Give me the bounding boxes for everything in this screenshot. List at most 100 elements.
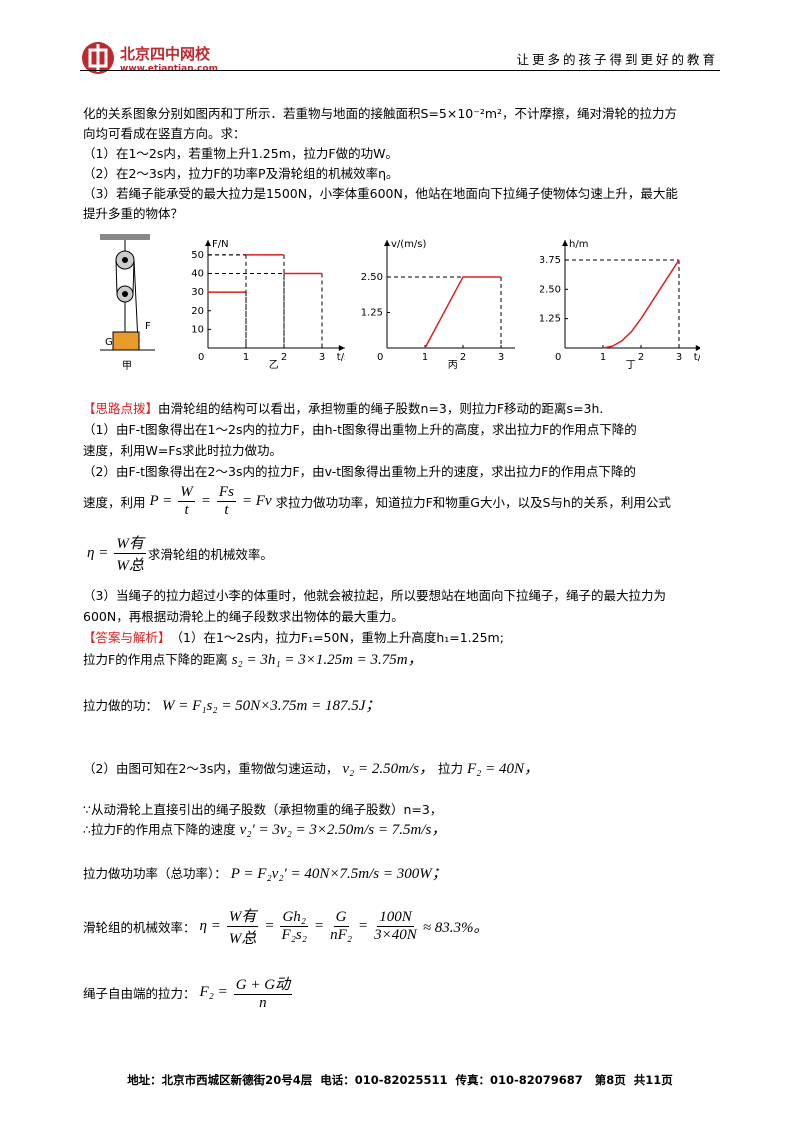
x-tick-label: 2 [281,352,287,363]
text-line: 拉力F的作用点下降的距离 s₂ = 3h₁ = 3×1.25m = 3.75m， [83,648,427,669]
logo-icon [82,42,114,74]
denominator: W总 [116,558,144,574]
text-line: ∵从动滑轮上直接引出的绳子股数（承担物重的绳子股数）n=3， [83,799,442,818]
formula: = Fv [241,493,272,509]
text: （1）在1～2s内，若重物上升1.25m，拉力F做的功W。 [83,146,398,161]
formula: F₂ = 40N， [466,761,539,777]
numerator: Fs [216,484,236,502]
caption: 丁 [626,360,636,371]
formula: v₂′ = 3v₂ = 3×2.50m/s = 7.5m/s， [239,822,447,838]
x-arrow [338,345,345,351]
force-label: F [145,321,151,332]
text: 拉力做的功： [83,698,159,713]
origin-label: 0 [377,352,383,363]
denominator: nF₂ [330,927,353,943]
numerator: G [333,909,349,927]
text: 提升多重的物体？ [83,206,184,221]
text-line: （2）由图可知在2～3s内，重物做匀速运动， v₂ = 2.50m/s， 拉力 F₂ … [83,757,543,778]
text: ∴拉力F的作用点下降的速度 [83,822,236,837]
formula: = [314,918,325,934]
logo-text: 北京四中网校 [120,44,211,63]
y-tick-label: 2.50 [540,284,561,295]
text-line: 绳子自由端的拉力： F₂ = G + G动 n [83,973,294,1012]
formula: η = [199,918,221,934]
text: 速度，利用W=Fs求此时拉力做功。 [83,443,283,458]
text-line: 600N，再根据动滑轮上的绳子段数求出物体的最大重力。 [83,606,404,625]
formula: P = F₂v₂′ = 40N×7.5m/s = 300W； [230,866,447,882]
x-tick-label: 2 [638,352,644,363]
x-tick-label: 3 [498,352,504,363]
text-line: 【答案与解析】 （1）在1～2s内，拉力F₁=50N，重物上升高度h₁=1.25m… [83,627,504,646]
text-line: （3）当绳子的拉力超过小李的体重时，他就会被拉起，所以要想站在地面向下拉绳子，绳… [83,585,666,604]
text-line: ∴拉力F的作用点下降的速度 v₂′ = 3v₂ = 3×2.50m/s = 7.5… [83,818,450,839]
text-line: η = W有 W总 求滑轮组的机械效率。 [83,532,273,575]
numerator: 100N [377,909,414,927]
text-line: （2）在2～3s内，拉力F的功率P及滑轮组的机械效率η。 [83,163,399,182]
x-tick-label: 3 [676,352,682,363]
text-line: （3）若绳子能承受的最大拉力是1500N，小李体重600N，他站在地面向下拉绳子… [83,183,678,202]
x-tick-label: 3 [319,352,325,363]
logo-url: www.etiantian.com [120,63,218,74]
fraction: G + G动 n [233,973,293,1012]
text-line: （1）由F-t图象得出在1～2s内的拉力F，由h-t图象得出重物上升的高度，求出… [83,419,637,438]
slogan: 让更多的孩子得到更好的教育 [516,52,718,67]
fraction: Gh₂ F₂s₂ [280,909,309,944]
origin-label: 0 [555,352,561,363]
numerator: Gh₂ [280,909,309,927]
numerator: W [178,484,195,502]
y-axis-label: F/N [212,239,229,250]
y-tick-label: 20 [191,306,204,317]
x-tick-label: 2 [460,352,466,363]
x-axis-label: t/s [694,352,700,363]
caption: 甲 [122,361,132,372]
y-tick-label: 10 [191,324,204,335]
denominator: t [224,502,229,518]
text: 600N，再根据动滑轮上的绳子段数求出物体的最大重力。 [83,609,404,624]
formula: = [200,493,211,509]
text: 化的关系图象分别如图丙和丁所示．若重物与地面的接触面积S=5×10⁻²m²，不计… [83,106,678,121]
header-rule [80,70,720,71]
y-tick-label: 50 [191,250,204,261]
text: （3）若绳子能承受的最大拉力是1500N，小李体重600N，他站在地面向下拉绳子… [83,186,678,201]
weight-label: G [105,337,113,348]
formula: P = [149,493,173,509]
formula: ≈ 83.3%。 [422,920,489,936]
x-axis-label: t/s [337,352,345,363]
text-line: 拉力做功功率（总功率）： P = F₂v₂′ = 40N×7.5m/s = 300… [83,862,451,883]
denominator: W总 [228,931,257,947]
numerator: G + G动 [233,973,293,995]
text-line: 化的关系图象分别如图丙和丁所示．若重物与地面的接触面积S=5×10⁻²m²，不计… [83,103,677,122]
text: （2）由图可知在2～3s内，重物做匀速运动， [83,761,339,776]
text: （1）在1～2s内，拉力F₁=50N，重物上升高度h₁=1.25m; [170,630,504,645]
formula: s₂ = 3h₁ = 3×1.25m = 3.75m， [231,652,423,668]
chart: F/N t/s 0 1 2 3 10 20 30 40 50 乙 [191,239,345,371]
text: 滑轮组的机械效率： [83,920,196,935]
formula: v₂ = 2.50m/s， [342,761,434,777]
data-line [424,276,501,349]
text-line: 向均可看成在竖直方向。求： [83,123,246,142]
y-axis-label: v/(m/s) [391,239,427,250]
text: ∵从动滑轮上直接引出的绳子股数（承担物重的绳子股数）n=3， [83,802,443,817]
fraction: 100N 3×40N [374,909,417,944]
fraction: W有 W总 [114,532,146,575]
text: （2）在2～3s内，拉力F的功率P及滑轮组的机械效率η。 [83,166,399,181]
formula: = [264,918,275,934]
origin-label: 0 [198,352,204,363]
x-arrow [695,345,700,351]
y-tick-label: 1.25 [540,314,561,325]
text: 求滑轮组的机械效率。 [147,547,273,562]
logo: 北京四中网校 www.etiantian.com [80,40,218,76]
numerator: W有 [226,905,259,927]
y-axis-label: h/m [569,239,588,250]
footer: 地址：北京市西城区新德街20号4层 电话：010-82025511 传真：010… [127,1073,673,1087]
denominator: t [184,502,189,518]
text-line: 【思路点拨】 由滑轮组的结构可以看出，承担物重的绳子股数n=3，则拉力F移动的距离… [83,398,603,417]
text: 由滑轮组的结构可以看出，承担物重的绳子股数n=3，则拉力F移动的距离s=3h. [158,401,604,416]
y-tick-label: 1.25 [361,307,383,318]
text: 向均可看成在竖直方向。求： [83,126,246,141]
chart: v/(m/s)t/s01231.252.50丙 [361,239,515,371]
formula: W = F₁s₂ = 50N×3.75m = 187.5J； [162,698,381,714]
